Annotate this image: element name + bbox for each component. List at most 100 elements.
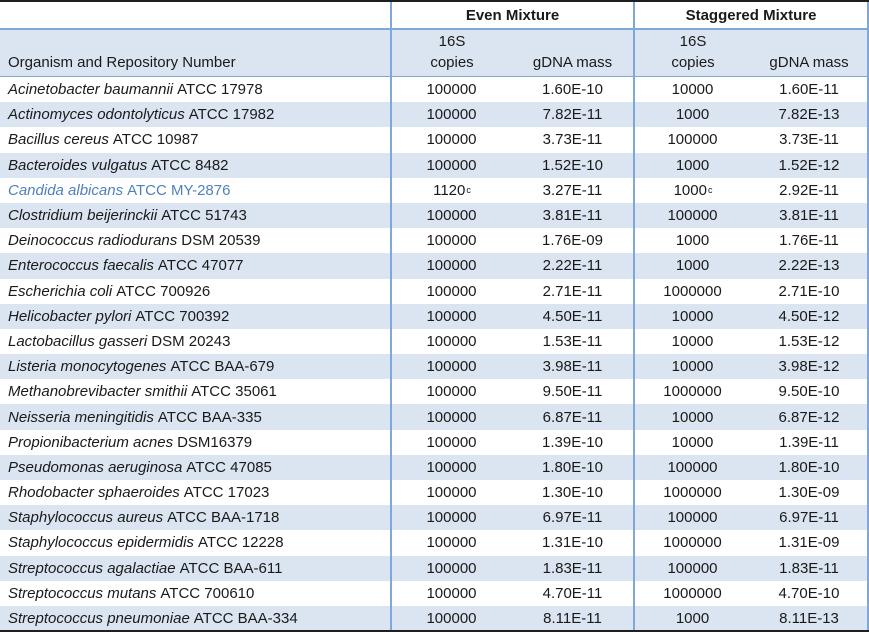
repository-number: ATCC 10987 bbox=[112, 131, 199, 149]
organism-cell: Enterococcus faecalis ATCC 47077 bbox=[0, 253, 390, 278]
repository-number: ATCC 51743 bbox=[161, 207, 247, 225]
group-header-even-mixture: Even Mixture bbox=[390, 2, 633, 28]
organism-name: Staphylococcus aureus bbox=[8, 509, 164, 527]
staggered-16s-copies-cell: 1000 c bbox=[633, 177, 751, 203]
even-gdna-mass-cell: 7.82E-11 bbox=[542, 106, 603, 124]
staggered-16s-copies-cell: 1000000 bbox=[633, 580, 751, 606]
repository-number: DSM 20539 bbox=[181, 232, 261, 250]
organism-name: Bacillus cereus bbox=[8, 131, 109, 149]
repository-number: ATCC BAA-335 bbox=[157, 408, 262, 426]
staggered-gdna-mass-cell: 2.71E-10 bbox=[751, 278, 869, 304]
header-copies-label: copies bbox=[430, 54, 474, 71]
organism-name: Propionibacterium acnes bbox=[8, 433, 174, 451]
staggered-16s-copies-cell: 1000000 bbox=[633, 379, 751, 405]
staggered-16s-copies-value: 1000000 bbox=[663, 534, 722, 552]
even-gdna-mass-cell: 8.11E-11 bbox=[543, 610, 602, 628]
even-gdna-mass-cell: 1.31E-10 bbox=[542, 534, 603, 552]
organism-name: Rhodobacter sphaeroides bbox=[8, 484, 180, 502]
even-16s-copies-cell: 100000 bbox=[390, 127, 512, 153]
table-row: Clostridium beijerinckii ATCC 51743 10000… bbox=[0, 202, 869, 229]
organism-cell: Helicobacter pylori ATCC 700392 bbox=[0, 304, 390, 329]
staggered-gdna-mass-cell: 2.92E-11 bbox=[751, 177, 869, 203]
staggered-16s-copies-value: 10000 bbox=[671, 358, 714, 376]
repository-number: ATCC BAA-1718 bbox=[167, 509, 280, 527]
table-row: Acinetobacter baumannii ATCC 17978 100000… bbox=[0, 77, 869, 103]
repository-number: ATCC 700926 bbox=[116, 282, 211, 300]
organism-cell: Neisseria meningitidis ATCC BAA-335 bbox=[0, 404, 390, 429]
staggered-16s-copies-cell: 100000 bbox=[633, 555, 751, 581]
organism-cell: Listeria monocytogenes ATCC BAA-679 bbox=[0, 354, 390, 379]
even-16s-copies-cell: 100000 bbox=[390, 303, 512, 329]
organism-name: Escherichia coli bbox=[8, 282, 113, 300]
even-16s-copies-cell: 100000 bbox=[390, 429, 512, 455]
staggered-gdna-mass-cell: 7.82E-13 bbox=[751, 102, 869, 128]
even-gdna-mass-cell: 6.87E-11 bbox=[542, 408, 603, 426]
even-gdna-mass-cell: 1.53E-11 bbox=[542, 332, 603, 350]
staggered-16s-copies-value: 1000 bbox=[675, 257, 710, 275]
organism-cell: Escherichia coli ATCC 700926 bbox=[0, 279, 390, 304]
even-16s-copies-value: 100000 bbox=[426, 156, 477, 174]
repository-number: ATCC 35061 bbox=[191, 383, 277, 401]
even-16s-copies-value: 100000 bbox=[426, 484, 477, 502]
table-row: Propionibacterium acnes DSM16379 100000 1… bbox=[0, 429, 869, 455]
staggered-gdna-mass-cell: 1.80E-10 bbox=[751, 454, 869, 480]
header-16s-label: 16S bbox=[679, 33, 707, 50]
column-header-even-gdna-mass: gDNA mass bbox=[512, 30, 633, 76]
staggered-16s-copies-value: 1000000 bbox=[663, 584, 722, 602]
even-gdna-mass-cell: 3.81E-11 bbox=[542, 207, 603, 225]
table-row: Bacillus cereus ATCC 10987 100000 3.73E-1… bbox=[0, 127, 869, 153]
even-16s-copies-cell: 100000 bbox=[390, 228, 512, 254]
organism-name: Enterococcus faecalis bbox=[8, 257, 154, 275]
staggered-16s-copies-cell: 10000 bbox=[633, 404, 751, 430]
repository-number: ATCC 17978 bbox=[177, 81, 263, 99]
staggered-16s-copies-value: 100000 bbox=[667, 207, 718, 225]
column-header-staggered-gdna-mass: gDNA mass bbox=[751, 30, 869, 76]
organism-name: Candida albicans bbox=[8, 181, 124, 199]
group-header-staggered-mixture: Staggered Mixture bbox=[633, 2, 869, 28]
staggered-16s-copies-cell: 100000 bbox=[633, 202, 751, 229]
even-gdna-mass-cell: 4.70E-11 bbox=[542, 584, 603, 602]
even-16s-copies-value: 100000 bbox=[426, 257, 477, 275]
even-16s-copies-cell: 100000 bbox=[390, 328, 512, 355]
table-row: Streptococcus agalactiae ATCC BAA-611 100… bbox=[0, 555, 869, 581]
even-16s-copies-value: 100000 bbox=[426, 106, 477, 124]
repository-number: DSM16379 bbox=[177, 433, 253, 451]
organism-cell: Acinetobacter baumannii ATCC 17978 bbox=[0, 77, 390, 102]
table-row: Methanobrevibacter smithii ATCC 35061 100… bbox=[0, 379, 869, 405]
organism-cell: Candida albicans ATCC MY-2876 bbox=[0, 178, 390, 203]
even-16s-copies-cell: 100000 bbox=[390, 454, 512, 480]
staggered-16s-copies-value: 1000000 bbox=[663, 383, 722, 401]
header-copies-label: copies bbox=[671, 54, 715, 71]
even-gdna-mass-cell: 6.97E-11 bbox=[542, 509, 603, 527]
staggered-16s-copies-value: 1000000 bbox=[663, 282, 722, 300]
organism-cell: Rhodobacter sphaeroides ATCC 17023 bbox=[0, 480, 390, 505]
table-row: Staphylococcus aureus ATCC BAA-1718 10000… bbox=[0, 505, 869, 531]
even-16s-copies-value: 100000 bbox=[426, 307, 477, 325]
staggered-16s-copies-cell: 100000 bbox=[633, 127, 751, 153]
even-gdna-mass-cell: 2.71E-11 bbox=[542, 282, 603, 300]
column-header-organism: Organism and Repository Number bbox=[8, 54, 236, 71]
organism-name: Helicobacter pylori bbox=[8, 307, 132, 325]
repository-number: ATCC 8482 bbox=[151, 156, 229, 174]
even-16s-copies-cell: 100000 bbox=[390, 404, 512, 430]
staggered-16s-copies-cell: 10000 bbox=[633, 77, 751, 103]
staggered-gdna-mass-cell: 1.31E-09 bbox=[751, 530, 869, 556]
organism-name: Streptococcus mutans bbox=[8, 584, 157, 602]
staggered-gdna-mass-cell: 3.73E-11 bbox=[751, 127, 869, 153]
even-16s-copies-cell: 100000 bbox=[390, 77, 512, 103]
staggered-16s-copies-value: 1000000 bbox=[663, 484, 722, 502]
repository-number: DSM 20243 bbox=[151, 332, 231, 350]
organism-name: Staphylococcus epidermidis bbox=[8, 534, 194, 552]
organism-cell: Streptococcus pneumoniae ATCC BAA-334 bbox=[0, 606, 390, 630]
even-gdna-mass-cell: 2.22E-11 bbox=[542, 257, 603, 275]
even-16s-copies-cell: 100000 bbox=[390, 555, 512, 581]
staggered-16s-copies-value: 10000 bbox=[671, 433, 714, 451]
staggered-16s-copies-value: 100000 bbox=[667, 131, 718, 149]
even-16s-copies-value: 100000 bbox=[426, 509, 477, 527]
table-row: Bacteroides vulgatus ATCC 8482 100000 1.5… bbox=[0, 152, 869, 178]
staggered-16s-copies-cell: 100000 bbox=[633, 505, 751, 531]
organism-name: Clostridium beijerinckii bbox=[8, 207, 158, 225]
staggered-16s-copies-value: 1000 bbox=[675, 106, 710, 124]
group-header-row: Even Mixture Staggered Mixture bbox=[0, 2, 869, 30]
even-gdna-mass-cell: 1.30E-10 bbox=[542, 484, 603, 502]
